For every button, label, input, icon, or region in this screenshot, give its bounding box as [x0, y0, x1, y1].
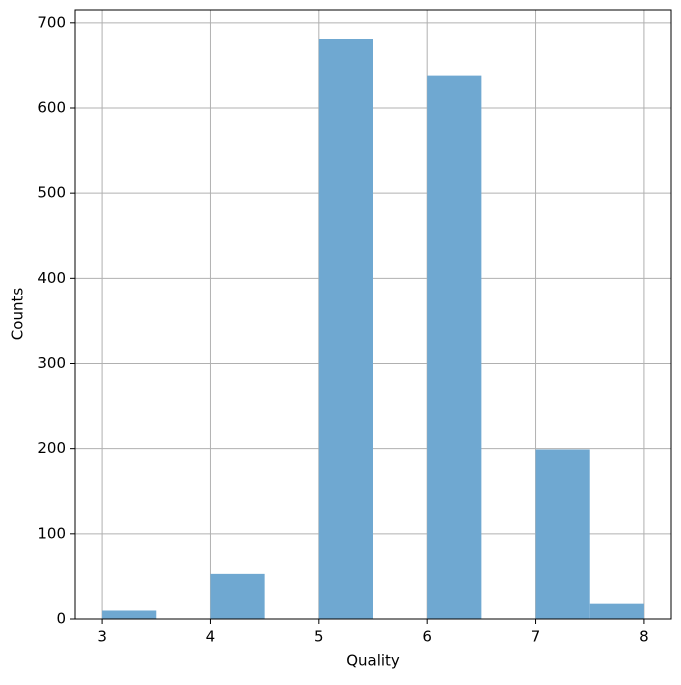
x-tick-label: 5 — [314, 628, 324, 646]
y-tick-label: 600 — [37, 98, 66, 116]
bar — [318, 39, 373, 619]
x-tick-label: 8 — [639, 628, 649, 646]
bar — [427, 75, 482, 619]
y-axis-label: Counts — [9, 288, 27, 341]
bar — [210, 573, 265, 619]
bar — [589, 603, 644, 619]
y-tick-label: 400 — [37, 269, 66, 287]
y-tick-label: 100 — [37, 524, 66, 542]
plot-frame — [74, 9, 672, 620]
bar — [102, 610, 157, 619]
y-tick-label: 700 — [37, 13, 66, 31]
x-axis-label: Quality — [346, 652, 400, 670]
bar — [535, 449, 590, 619]
y-tick-label: 500 — [37, 184, 66, 202]
x-tick-label: 4 — [206, 628, 216, 646]
x-tick-label: 3 — [97, 628, 107, 646]
x-tick-label: 7 — [531, 628, 541, 646]
y-tick-label: 0 — [56, 610, 66, 628]
y-tick-label: 300 — [37, 354, 66, 372]
x-tick-label: 6 — [422, 628, 432, 646]
y-tick-label: 200 — [37, 439, 66, 457]
